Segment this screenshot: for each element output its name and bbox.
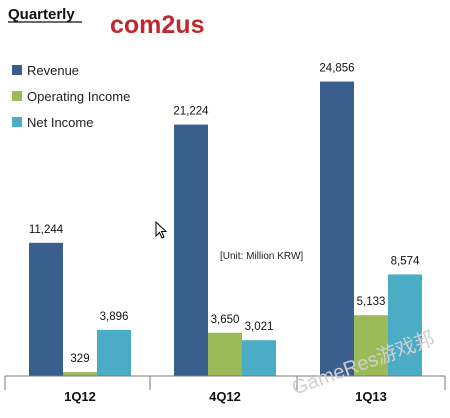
category-labels: 1Q12 4Q12 1Q13 [64,389,387,404]
legend-label-net_income: Net Income [27,115,93,130]
legend-swatch-revenue [12,65,22,75]
value-label-operating_income-1q12: 329 [70,353,89,365]
com2us-logo: com2us [110,11,204,39]
category-label-1q13: 1Q13 [355,389,387,404]
value-label-revenue-1q12: 11,244 [29,224,64,236]
value-label-operating_income-1q13: 5,133 [357,296,386,308]
value-labels: 11,244 329 3,896 21,224 3,650 3,021 24,856 5,13… [29,63,420,366]
bar-revenue-1q12 [29,242,63,376]
category-label-4q12: 4Q12 [209,389,241,404]
legend-label-revenue: Revenue [27,63,79,78]
value-label-operating_income-4q12: 3,650 [211,314,240,326]
bar-operating_income-4q12 [208,332,242,376]
bar-operating_income-1q12 [63,372,97,376]
legend-swatch-operating_income [12,91,22,101]
value-label-revenue-1q13: 24,856 [319,63,354,75]
value-label-net_income-4q12: 3,021 [245,321,274,333]
unit-note: [Unit: Million KRW] [220,251,303,262]
legend-label-operating_income: Operating Income [27,89,130,104]
value-label-net_income-1q13: 8,574 [391,255,420,267]
bar-net_income-1q12 [97,329,131,376]
bars [29,81,422,376]
mouse-cursor-icon [155,220,168,239]
legend-swatch-net_income [12,117,22,127]
bar-revenue-4q12 [174,124,208,376]
value-label-revenue-4q12: 21,224 [173,106,209,118]
bar-net_income-1q13 [388,274,422,376]
bar-net_income-4q12 [242,340,276,376]
chart-title: Quarterly [8,6,75,23]
legend: Revenue Operating Income Net Income [12,63,130,130]
value-label-net_income-1q12: 3,896 [100,311,129,323]
category-label-1q12: 1Q12 [64,389,96,404]
bar-revenue-1q13 [320,81,354,376]
bar-operating_income-1q13 [354,315,388,376]
